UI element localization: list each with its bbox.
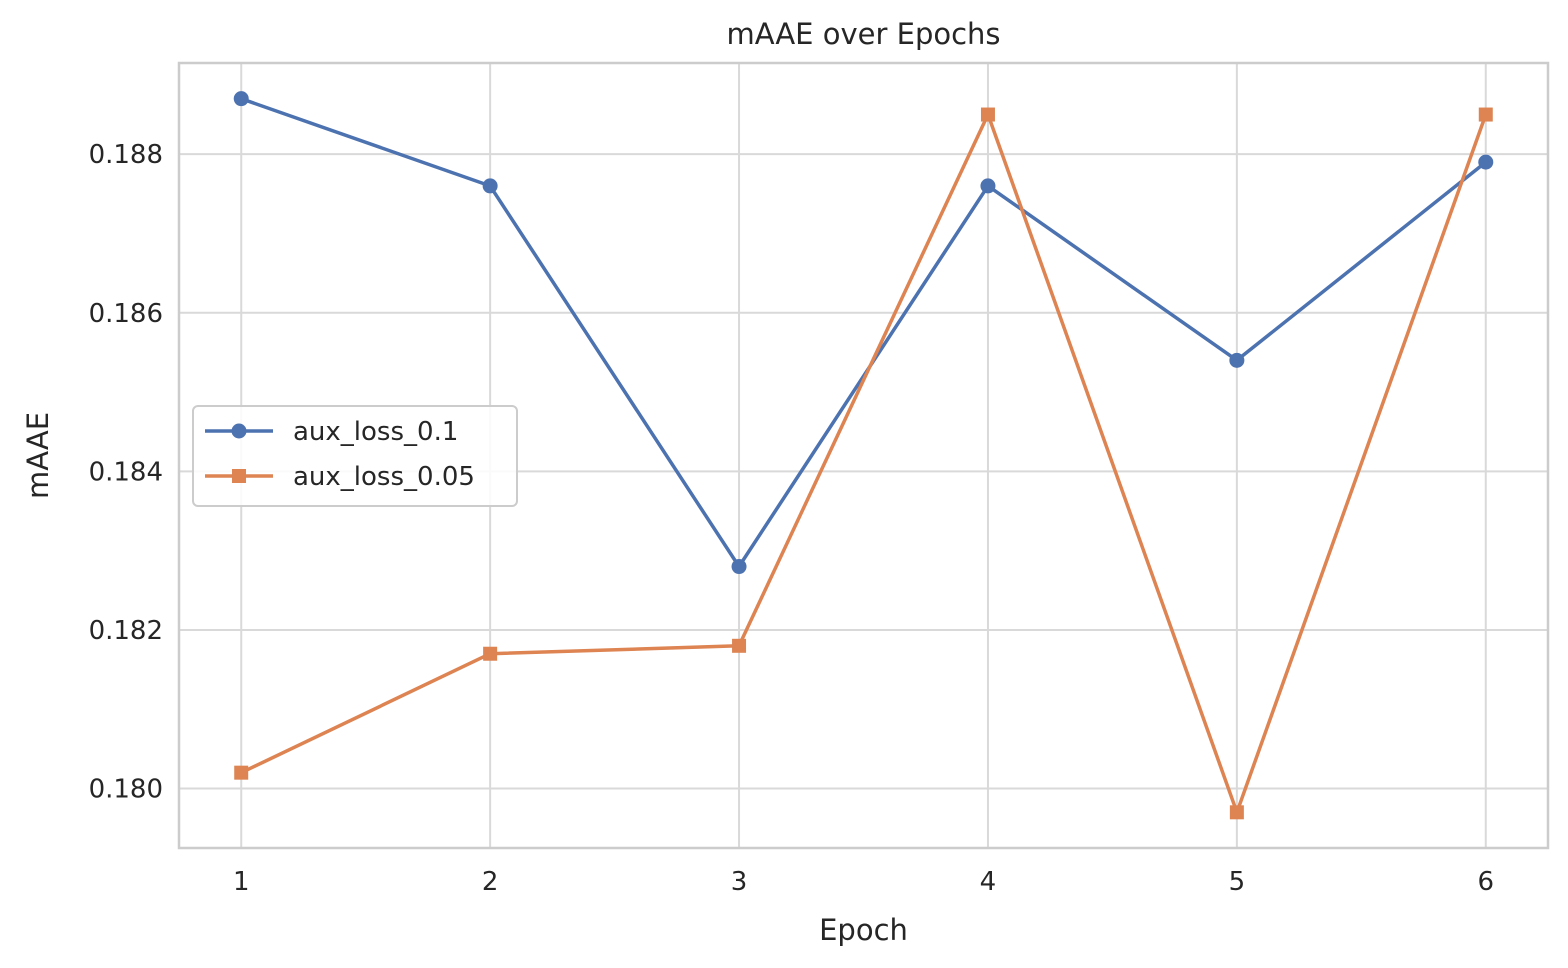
x-axis-title: Epoch: [819, 913, 908, 947]
series-lines: [240, 97, 1488, 815]
y-axis-title: mAAE: [21, 412, 55, 499]
legend-box: [192, 405, 518, 507]
x-tick-label-5: 5: [1229, 867, 1246, 897]
point-aux_loss_0.1-epoch-2: [482, 178, 498, 194]
chart-title: mAAE over Epochs: [726, 17, 1000, 51]
y-tick-label-2: 0.182: [89, 616, 163, 646]
point-aux_loss_0.1-epoch-3: [731, 559, 747, 575]
x-tick-label-1: 1: [233, 867, 250, 897]
point-aux_loss_0.1-epoch-5: [1229, 352, 1245, 368]
point-aux_loss_0.05-epoch-6: [1478, 107, 1493, 122]
legend-marker-aux_loss_0.1: [231, 423, 247, 439]
legend-label-aux_loss_0.05: aux_loss_0.05: [293, 462, 475, 492]
point-aux_loss_0.1-epoch-6: [1478, 154, 1494, 170]
point-aux_loss_0.1-epoch-1: [233, 91, 249, 107]
series-line-aux_loss_0.05: [240, 112, 1488, 815]
y-tick-label-5: 0.188: [89, 140, 163, 170]
y-tick-label-1: 0.180: [89, 775, 163, 805]
point-aux_loss_0.05-epoch-5: [1229, 805, 1244, 820]
y-tick-label-3: 0.184: [89, 457, 163, 487]
x-tick-label-3: 3: [731, 867, 748, 897]
x-tick-label-4: 4: [980, 867, 997, 897]
y-tick-label-4: 0.186: [89, 299, 163, 329]
x-tick-label-6: 6: [1477, 867, 1494, 897]
point-aux_loss_0.1-epoch-4: [980, 178, 996, 194]
legend-marker-aux_loss_0.05: [232, 469, 246, 483]
series-markers: [233, 91, 1494, 820]
point-aux_loss_0.05-epoch-1: [234, 765, 249, 780]
legend-label-aux_loss_0.1: aux_loss_0.1: [293, 417, 458, 447]
point-aux_loss_0.05-epoch-2: [483, 646, 498, 661]
legend: aux_loss_0.1 aux_loss_0.05: [192, 405, 518, 507]
plot-area-frame: [177, 61, 1550, 850]
y-tick-labels: 0.180 0.182 0.184 0.186 0.188: [89, 140, 163, 804]
x-tick-labels: 1 2 3 4 5 6: [233, 867, 1494, 897]
point-aux_loss_0.05-epoch-3: [732, 638, 747, 653]
point-aux_loss_0.05-epoch-4: [980, 107, 995, 122]
x-tick-label-2: 2: [482, 867, 499, 897]
